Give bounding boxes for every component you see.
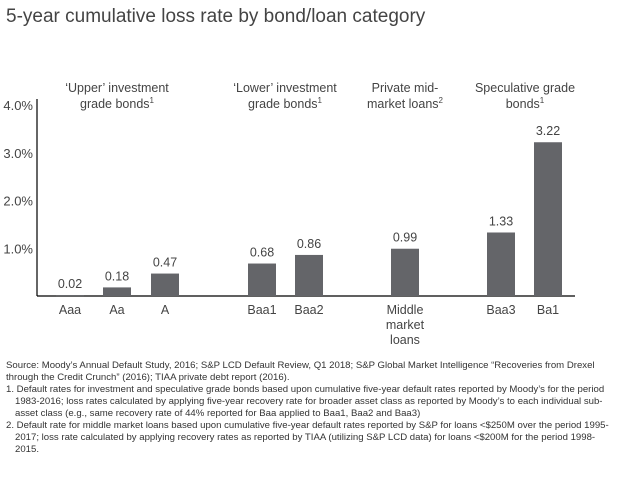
y-tick-label: 1.0%: [3, 241, 33, 256]
group-label: market loans2: [367, 96, 444, 111]
bar: [487, 232, 515, 296]
bar: [103, 287, 131, 296]
x-tick-label: Aa: [109, 303, 124, 317]
group-label: Private mid-: [372, 81, 439, 95]
x-tick-label: Ba1: [537, 303, 559, 317]
group-label: grade bonds1: [248, 96, 323, 111]
data-label: 0.86: [297, 237, 321, 251]
x-tick-label: Aaa: [59, 303, 81, 317]
data-label: 3.22: [536, 124, 560, 138]
group-label: Speculative grade: [475, 81, 575, 95]
bar-chart: 1.0%2.0%3.0%4.0%‘Upper’ investmentgrade …: [3, 81, 575, 347]
footnote-marker: 1: [540, 96, 545, 105]
bar: [391, 248, 419, 296]
y-tick-label: 3.0%: [3, 146, 33, 161]
x-tick-label: Middle: [387, 303, 424, 317]
source-note: Source: Moody’s Annual Default Study, 20…: [6, 360, 595, 383]
y-tick-label: 4.0%: [3, 98, 33, 113]
footnote-marker: 1: [318, 96, 323, 105]
data-label: 0.68: [250, 246, 274, 260]
chart-title: 5-year cumulative loss rate by bond/loan…: [6, 6, 426, 27]
group-label: ‘Lower’ investment: [233, 81, 337, 95]
footnote-1: 1. Default rates for investment and spec…: [6, 384, 605, 419]
footnotes: Source: Moody’s Annual Default Study, 20…: [6, 360, 618, 456]
x-tick-label: Baa1: [247, 303, 276, 317]
footnote-2: 2. Default rate for middle market loans …: [6, 420, 609, 455]
x-tick-label: market: [386, 318, 425, 332]
x-tick-label: A: [161, 303, 170, 317]
data-label: 0.18: [105, 269, 129, 283]
footnote-marker: 1: [150, 96, 155, 105]
x-tick-label: Baa2: [294, 303, 323, 317]
data-label: 0.99: [393, 231, 417, 245]
x-tick-label: Baa3: [486, 303, 515, 317]
bar: [248, 263, 276, 296]
y-tick-label: 2.0%: [3, 194, 33, 209]
bar: [534, 142, 562, 296]
bar: [151, 273, 179, 296]
data-label: 0.02: [58, 277, 82, 291]
x-tick-label: loans: [390, 333, 420, 347]
bar: [295, 254, 323, 296]
data-label: 1.33: [489, 214, 513, 228]
data-label: 0.47: [153, 256, 177, 270]
footnote-marker: 2: [439, 96, 444, 105]
group-label: ‘Upper’ investment: [65, 81, 169, 95]
group-label: grade bonds1: [80, 96, 155, 111]
bar: [56, 295, 84, 297]
group-label: bonds1: [506, 96, 545, 111]
